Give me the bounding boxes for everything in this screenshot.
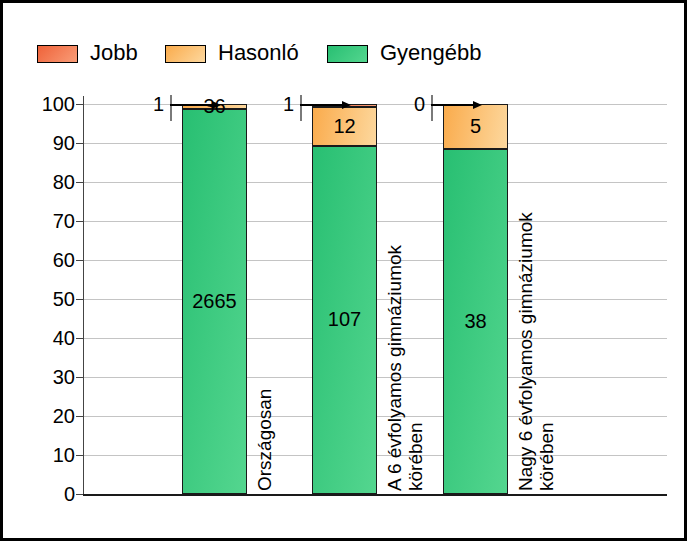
chart-stage: 01020304050607080901001362665Országosan1…: [3, 3, 684, 538]
legend-label: Jobb: [90, 41, 138, 65]
jobb-count-label: 0: [377, 93, 425, 115]
y-tick-mark: [76, 338, 83, 339]
chart-frame: 01020304050607080901001362665Országosan1…: [0, 0, 687, 541]
y-tick-label: 60: [13, 249, 75, 271]
y-tick-label: 0: [13, 483, 75, 505]
y-tick-label: 20: [13, 405, 75, 427]
segment-value-label: 107: [300, 308, 389, 330]
y-tick-mark: [76, 416, 83, 417]
category-label: Nagy 6 évfolyamos gimnáziumok körében: [515, 106, 557, 491]
y-tick-mark: [76, 455, 83, 456]
y-tick-mark: [76, 260, 83, 261]
segment-value-label: 38: [431, 310, 520, 332]
legend-swatch-jobb: [37, 45, 78, 63]
y-tick-label: 90: [13, 132, 75, 154]
x-axis-line: [83, 494, 667, 496]
y-tick-mark: [76, 377, 83, 378]
segment-value-label: 12: [300, 115, 389, 137]
jobb-count-label: 1: [246, 93, 294, 115]
y-tick-mark: [76, 221, 83, 222]
y-tick-label: 70: [13, 210, 75, 232]
y-tick-label: 100: [13, 93, 75, 115]
y-tick-mark: [76, 299, 83, 300]
legend-swatch-gyengebb: [327, 45, 368, 63]
category-label: A 6 évfolyamos gimnáziumok körében: [384, 106, 426, 491]
y-axis-line: [83, 96, 84, 494]
y-tick-mark: [76, 494, 83, 495]
segment-value-label: 2665: [170, 290, 259, 312]
y-tick-mark: [76, 143, 83, 144]
jobb-count-label: 1: [116, 93, 164, 115]
y-tick-label: 30: [13, 366, 75, 388]
y-tick-label: 10: [13, 444, 75, 466]
y-tick-label: 40: [13, 327, 75, 349]
annotation-arrow-head: [473, 101, 482, 109]
segment-value-label: 5: [431, 115, 520, 137]
y-tick-label: 50: [13, 288, 75, 310]
annotation-arrow-line: [431, 104, 473, 106]
legend-label: Hasonló: [218, 41, 299, 65]
y-tick-label: 80: [13, 171, 75, 193]
legend-swatch-hasonlo: [165, 45, 206, 63]
annotation-arrow-head: [342, 101, 351, 109]
annotation-arrow-line: [300, 104, 342, 106]
legend-label: Gyengébb: [380, 41, 482, 65]
y-tick-mark: [76, 104, 83, 105]
y-tick-mark: [76, 182, 83, 183]
